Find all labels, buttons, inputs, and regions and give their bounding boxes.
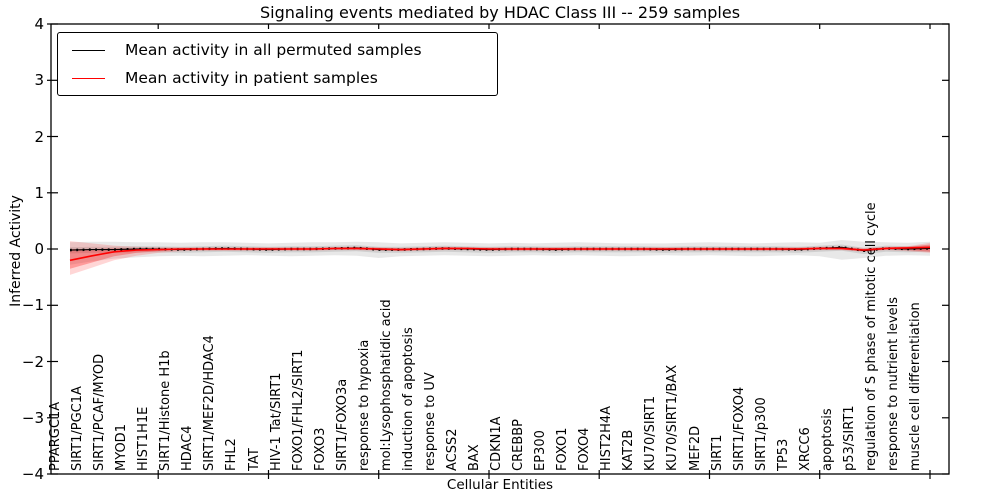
y-tick-label: 0 xyxy=(34,240,44,258)
y-tick-label: 3 xyxy=(34,71,44,90)
patient-line-swatch-icon xyxy=(72,77,105,79)
patient-mean-line xyxy=(69,246,931,262)
y-tick-label: 4 xyxy=(34,15,44,33)
permuted-line-swatch-icon xyxy=(72,49,105,51)
legend: Mean activity in all permuted samples Me… xyxy=(57,32,498,96)
x-axis-label: Cellular Entities xyxy=(446,477,554,493)
legend-label: Mean activity in all permuted samples xyxy=(125,41,422,59)
y-tick-label: −1 xyxy=(21,296,44,315)
y-tick-label: 1 xyxy=(34,183,44,202)
legend-label: Mean activity in patient samples xyxy=(125,69,378,87)
legend-item-patient: Mean activity in patient samples xyxy=(58,64,497,92)
y-tick-label: 2 xyxy=(34,127,44,146)
y-tick-label: −4 xyxy=(21,465,44,483)
y-tick-label: −3 xyxy=(21,408,44,427)
y-axis-label: Inferred Activity xyxy=(8,195,24,307)
permuted-std-outer-band xyxy=(70,240,930,265)
legend-item-permuted: Mean activity in all permuted samples xyxy=(58,36,497,64)
chart-title: Signaling events mediated by HDAC Class … xyxy=(259,3,741,22)
y-tick-label: −2 xyxy=(21,352,44,371)
